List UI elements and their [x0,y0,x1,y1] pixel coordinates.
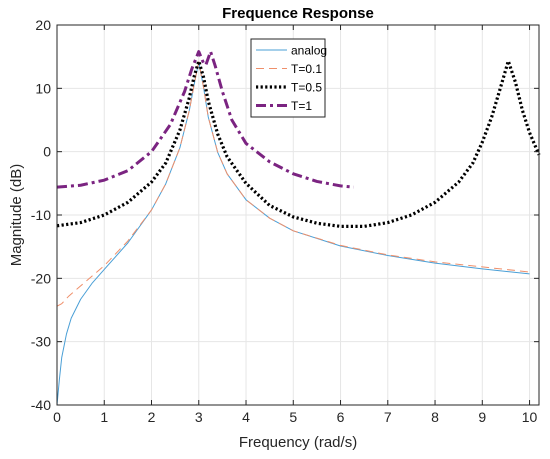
series-line-t-0-5 [56,59,541,228]
chart-title: Frequence Response [222,5,374,22]
x-tick-label: 8 [431,409,439,425]
x-tick-label: 2 [148,409,156,425]
y-tick-label: -20 [31,270,51,286]
series-lines [56,50,541,406]
legend-label: T=0.1 [291,62,322,76]
x-axis-label: Frequency (rad/s) [239,434,357,451]
y-tick-label: -10 [31,207,51,223]
y-tick-label: 10 [35,80,51,96]
y-tick-label: 0 [43,144,51,160]
legend-label: analog [291,44,327,58]
series-line-analog [56,61,530,406]
x-tick-label: 0 [53,409,61,425]
legend-label: T=0.5 [291,81,322,95]
x-tick-label: 10 [522,409,538,425]
x-tick-label: 7 [384,409,392,425]
y-tick-label: 20 [35,17,51,33]
x-tick-label: 1 [100,409,108,425]
y-tick-label: -30 [31,334,51,350]
x-tick-label: 6 [337,409,345,425]
y-axis-label: Magnitude (dB) [8,164,25,267]
series-line-t-0-1 [56,61,530,307]
x-tick-label: 5 [289,409,297,425]
x-tick-label: 4 [242,409,250,425]
legend-label: T=1 [291,99,312,113]
y-tick-label: -40 [31,397,51,413]
x-tick-label: 3 [195,409,203,425]
x-tick-label: 9 [478,409,486,425]
legend: analog T=0.1 T=0.5 T=1 [250,38,327,118]
axis-ticks: 0 1 2 3 4 5 6 7 8 9 10 -40 -30 -20 -10 0 10 20 [31,17,539,425]
